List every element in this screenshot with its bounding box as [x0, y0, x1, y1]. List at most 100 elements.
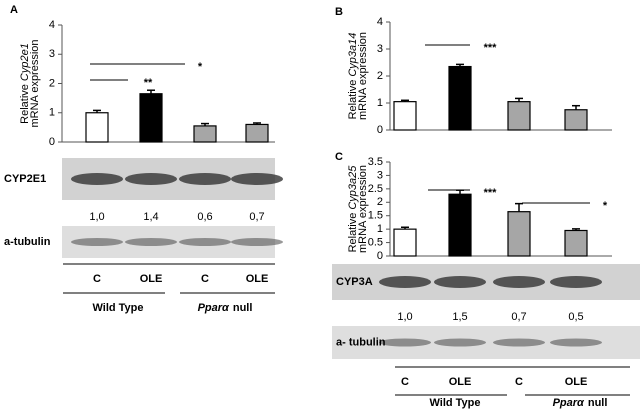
quantification: 0,6: [197, 211, 212, 223]
blot-band: [434, 276, 486, 288]
y-tick-label: 2.5: [368, 183, 383, 195]
group-suffix: null: [588, 397, 608, 409]
blot-label: CYP2E1: [4, 173, 46, 185]
y-axis-label: Relative Cyp2e1mRNA expression: [19, 39, 41, 127]
blot-band: [125, 173, 177, 185]
y-tick-label: 3.5: [368, 156, 383, 168]
blot-band: [71, 173, 123, 185]
y-label-prefix: Relative: [347, 213, 359, 253]
y-tick-label: 2: [377, 70, 383, 82]
bar: [564, 109, 588, 131]
quantification: 0,7: [249, 211, 264, 223]
category-label: C: [515, 376, 523, 388]
blot-band: [493, 338, 545, 347]
group-name: Wild Type: [92, 302, 143, 314]
blot-band: [550, 276, 602, 288]
bar: [393, 228, 417, 257]
y-tick-label: 2: [49, 77, 55, 89]
blot-band: [379, 276, 431, 288]
y-axis-label: Relative Cyp3a25mRNA expression: [347, 165, 369, 253]
y-tick-label: 1: [377, 223, 383, 235]
bar: [85, 112, 109, 143]
group-name: Ppar: [553, 397, 578, 409]
blot-band: [179, 238, 231, 246]
group-greek: α: [222, 302, 230, 314]
blot-band: [231, 238, 283, 246]
y-label-line2: mRNA expression: [357, 32, 369, 120]
blot-label: a-tubulin: [4, 236, 51, 248]
group-label: Pparα null: [198, 302, 253, 314]
y-tick-label: 4: [49, 19, 55, 31]
panel-letter: A: [10, 4, 18, 16]
significance-label: *: [603, 200, 608, 212]
y-tick-label: 1.5: [368, 210, 383, 222]
panel-letter: B: [335, 6, 343, 18]
y-tick-label: 3: [377, 169, 383, 181]
blot-band: [434, 338, 486, 347]
category-label: C: [201, 273, 209, 285]
significance-label: ***: [484, 42, 498, 54]
bar: [245, 123, 269, 143]
category-label: OLE: [246, 273, 269, 285]
significance-label: ***: [484, 187, 498, 199]
y-tick-label: 1: [377, 97, 383, 109]
group-name: Ppar: [198, 302, 223, 314]
blot-band: [231, 173, 283, 185]
y-label-line2: mRNA expression: [357, 165, 369, 253]
quantification: 1,4: [143, 211, 158, 223]
y-label-prefix: Relative: [347, 80, 359, 120]
y-label-prefix: Relative: [19, 84, 31, 124]
blot-label: a- tubulin: [336, 336, 386, 348]
category-label: C: [401, 376, 409, 388]
quantification: 1,0: [397, 311, 412, 323]
y-tick-label: 2: [377, 196, 383, 208]
bar: [507, 101, 531, 131]
category-label: C: [93, 273, 101, 285]
panel-letter: C: [335, 151, 343, 163]
y-tick-label: 3: [377, 43, 383, 55]
blot-label: CYP3A: [336, 276, 373, 288]
y-label-line2: mRNA expression: [29, 39, 41, 127]
group-label: Wild Type: [429, 397, 480, 409]
y-tick-label: 0: [377, 124, 383, 136]
y-label-gene: Cyp3a25: [347, 165, 359, 210]
y-tick-label: 0.5: [368, 236, 383, 248]
y-tick-label: 0: [377, 250, 383, 262]
bar: [448, 65, 472, 131]
bar: [507, 211, 531, 257]
category-label: OLE: [140, 273, 163, 285]
blot-band: [493, 276, 545, 288]
bar: [139, 93, 163, 143]
y-label-gene: Cyp2e1: [19, 43, 31, 81]
significance-label: **: [144, 77, 153, 89]
blot-band: [125, 238, 177, 246]
y-label-gene: Cyp3a14: [347, 33, 359, 77]
bar: [393, 101, 417, 131]
category-label: OLE: [565, 376, 588, 388]
y-tick-label: 0: [49, 136, 55, 148]
bar: [448, 193, 472, 257]
group-label: Wild Type: [92, 302, 143, 314]
significance-label: *: [198, 61, 203, 73]
quantification: 0,5: [568, 311, 583, 323]
blot-band: [71, 238, 123, 246]
group-greek: α: [577, 397, 585, 409]
quantification: 1,5: [452, 311, 467, 323]
group-suffix: null: [233, 302, 253, 314]
quantification: 1,0: [89, 211, 104, 223]
quantification: 0,7: [511, 311, 526, 323]
blot-band: [550, 338, 602, 347]
y-tick-label: 1: [49, 107, 55, 119]
blot-band: [179, 173, 231, 185]
category-label: OLE: [449, 376, 472, 388]
bar: [193, 125, 217, 143]
blot-band: [379, 338, 431, 347]
y-axis-label: Relative Cyp3a14mRNA expression: [347, 32, 369, 120]
group-name: Wild Type: [429, 397, 480, 409]
group-label: Pparα null: [553, 397, 608, 409]
y-tick-label: 3: [49, 48, 55, 60]
bar: [564, 229, 588, 257]
y-tick-label: 4: [377, 16, 383, 28]
